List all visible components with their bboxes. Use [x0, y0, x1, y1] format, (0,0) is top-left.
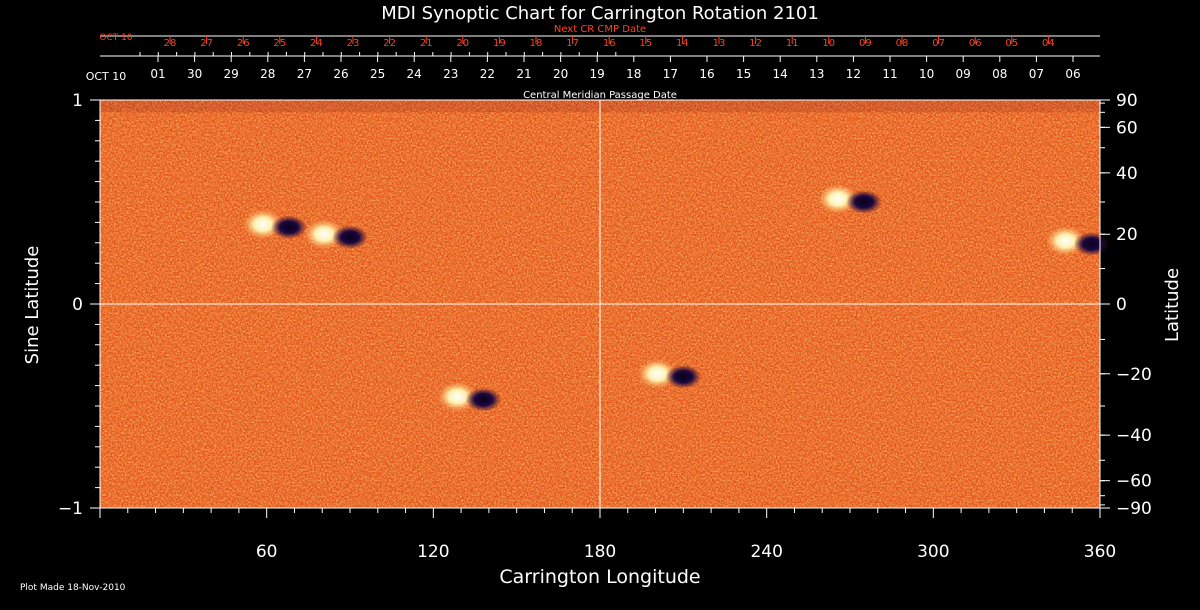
y-left-tick-label: 0 — [72, 295, 83, 315]
next-cr-date-label: 27 — [200, 38, 213, 49]
x-tick-label-120: 120 — [417, 542, 449, 562]
next-cr-date-label: 20 — [456, 38, 469, 49]
cmp-date-label: 21 — [516, 67, 531, 81]
cmp-date-label: 07 — [1029, 67, 1044, 81]
next-cr-date-label: 19 — [493, 38, 506, 49]
x-tick-label-300: 300 — [917, 542, 949, 562]
y-right-tick-label: −40 — [1116, 426, 1152, 446]
next-cr-date-label: 24 — [310, 38, 323, 49]
cmp-date-label: 11 — [882, 67, 897, 81]
cmp-date-label: 12 — [846, 67, 861, 81]
cmp-date-label: 17 — [663, 67, 678, 81]
y-right-tick-label: 40 — [1116, 164, 1138, 184]
next-cr-date-label: 07 — [932, 38, 945, 49]
cmp-date-label: 15 — [736, 67, 751, 81]
y-left-tick-label: 1 — [72, 91, 83, 111]
plot-made-footer: Plot Made 18-Nov-2010 — [20, 583, 126, 593]
x-tick-label-180: 180 — [584, 542, 616, 562]
y-left-tick-label: −1 — [58, 499, 83, 519]
active-region-negative-0 — [271, 215, 307, 240]
next-cr-date-label: 09 — [859, 38, 872, 49]
next-cr-date-label: OCT 10 — [99, 33, 132, 43]
active-region-negative-4 — [846, 189, 882, 214]
cmp-date-label: 20 — [553, 67, 568, 81]
y-right-tick-label: −20 — [1116, 365, 1152, 385]
x-axis-label: Carrington Longitude — [499, 566, 700, 588]
next-cr-date-label: 11 — [786, 38, 799, 49]
next-cr-date-label: 13 — [713, 38, 726, 49]
cmp-date-label: 25 — [370, 67, 385, 81]
cmp-date-label: 09 — [956, 67, 971, 81]
y-right-tick-label: −60 — [1116, 472, 1152, 492]
cmp-date-label: 16 — [699, 67, 714, 81]
x-tick-label-240: 240 — [750, 542, 782, 562]
y-axis-label-right: Latitude — [1162, 268, 1183, 342]
next-cr-date-label: 08 — [896, 38, 909, 49]
next-cr-date-label: 10 — [822, 38, 835, 49]
map-gridlines — [100, 100, 1100, 508]
cmp-date-label: OCT 10 — [86, 70, 127, 83]
active-region-negative-2 — [465, 387, 502, 412]
next-cr-date-label: 14 — [676, 38, 689, 49]
cmp-date-label: 13 — [809, 67, 824, 81]
y-right-tick-label: 60 — [1116, 118, 1138, 138]
cmp-date-label: 30 — [187, 67, 202, 81]
next-cr-date-label: 16 — [603, 38, 616, 49]
next-cr-date-label: 18 — [530, 38, 543, 49]
active-region-negative-1 — [332, 225, 369, 250]
next-cr-date-label: 12 — [749, 38, 762, 49]
chart-axes: 60 120 180 240 300 36010−1906040200−20−40−60−… — [58, 33, 1152, 562]
cmp-date-label: 23 — [443, 67, 458, 81]
next-cr-date-label: 26 — [237, 38, 250, 49]
cmp-date-label: 28 — [260, 67, 275, 81]
cmp-date-label: 01 — [150, 67, 165, 81]
chart-title: MDI Synoptic Chart for Carrington Rotati… — [381, 3, 819, 24]
cmp-date-label: 24 — [407, 67, 422, 81]
y-right-tick-label: 0 — [1116, 295, 1127, 315]
next-cr-date-label: 28 — [164, 38, 177, 49]
next-cr-date-label: 04 — [1042, 38, 1055, 49]
next-cr-date-label: 05 — [1005, 38, 1018, 49]
next-cr-date-label: 22 — [383, 38, 396, 49]
x-tick-label-60: 60 — [256, 542, 278, 562]
y-right-tick-label: 20 — [1116, 225, 1138, 245]
y-right-tick-label: 90 — [1116, 91, 1138, 111]
cmp-date-label: 06 — [1065, 67, 1080, 81]
x-tick-label-360: 360 — [1084, 542, 1116, 562]
cmp-date-label: 19 — [590, 67, 605, 81]
active-region-negative-5 — [1073, 231, 1110, 256]
next-cr-date-label: 17 — [566, 38, 579, 49]
next-cr-date-label: 15 — [639, 38, 652, 49]
cmp-date-label: 14 — [773, 67, 788, 81]
cmp-date-label: 29 — [224, 67, 239, 81]
next-cr-date-label: 21 — [420, 38, 433, 49]
cmp-date-label: 27 — [297, 67, 312, 81]
cmp-date-label: 18 — [626, 67, 641, 81]
next-cr-label: Next CR CMP Date — [554, 24, 646, 35]
cmp-date-label: 26 — [333, 67, 348, 81]
cmp-axis-label: Central Meridian Passage Date — [523, 90, 677, 101]
cmp-date-label: 08 — [992, 67, 1007, 81]
next-cr-date-label: 23 — [347, 38, 360, 49]
next-cr-date-label: 25 — [273, 38, 286, 49]
next-cr-date-label: 06 — [969, 38, 982, 49]
y-axis-label-left: Sine Latitude — [22, 246, 43, 365]
cmp-date-label: 10 — [919, 67, 934, 81]
active-region-negative-3 — [665, 364, 702, 389]
cmp-date-label: 22 — [480, 67, 495, 81]
y-right-tick-label: −90 — [1116, 499, 1152, 519]
